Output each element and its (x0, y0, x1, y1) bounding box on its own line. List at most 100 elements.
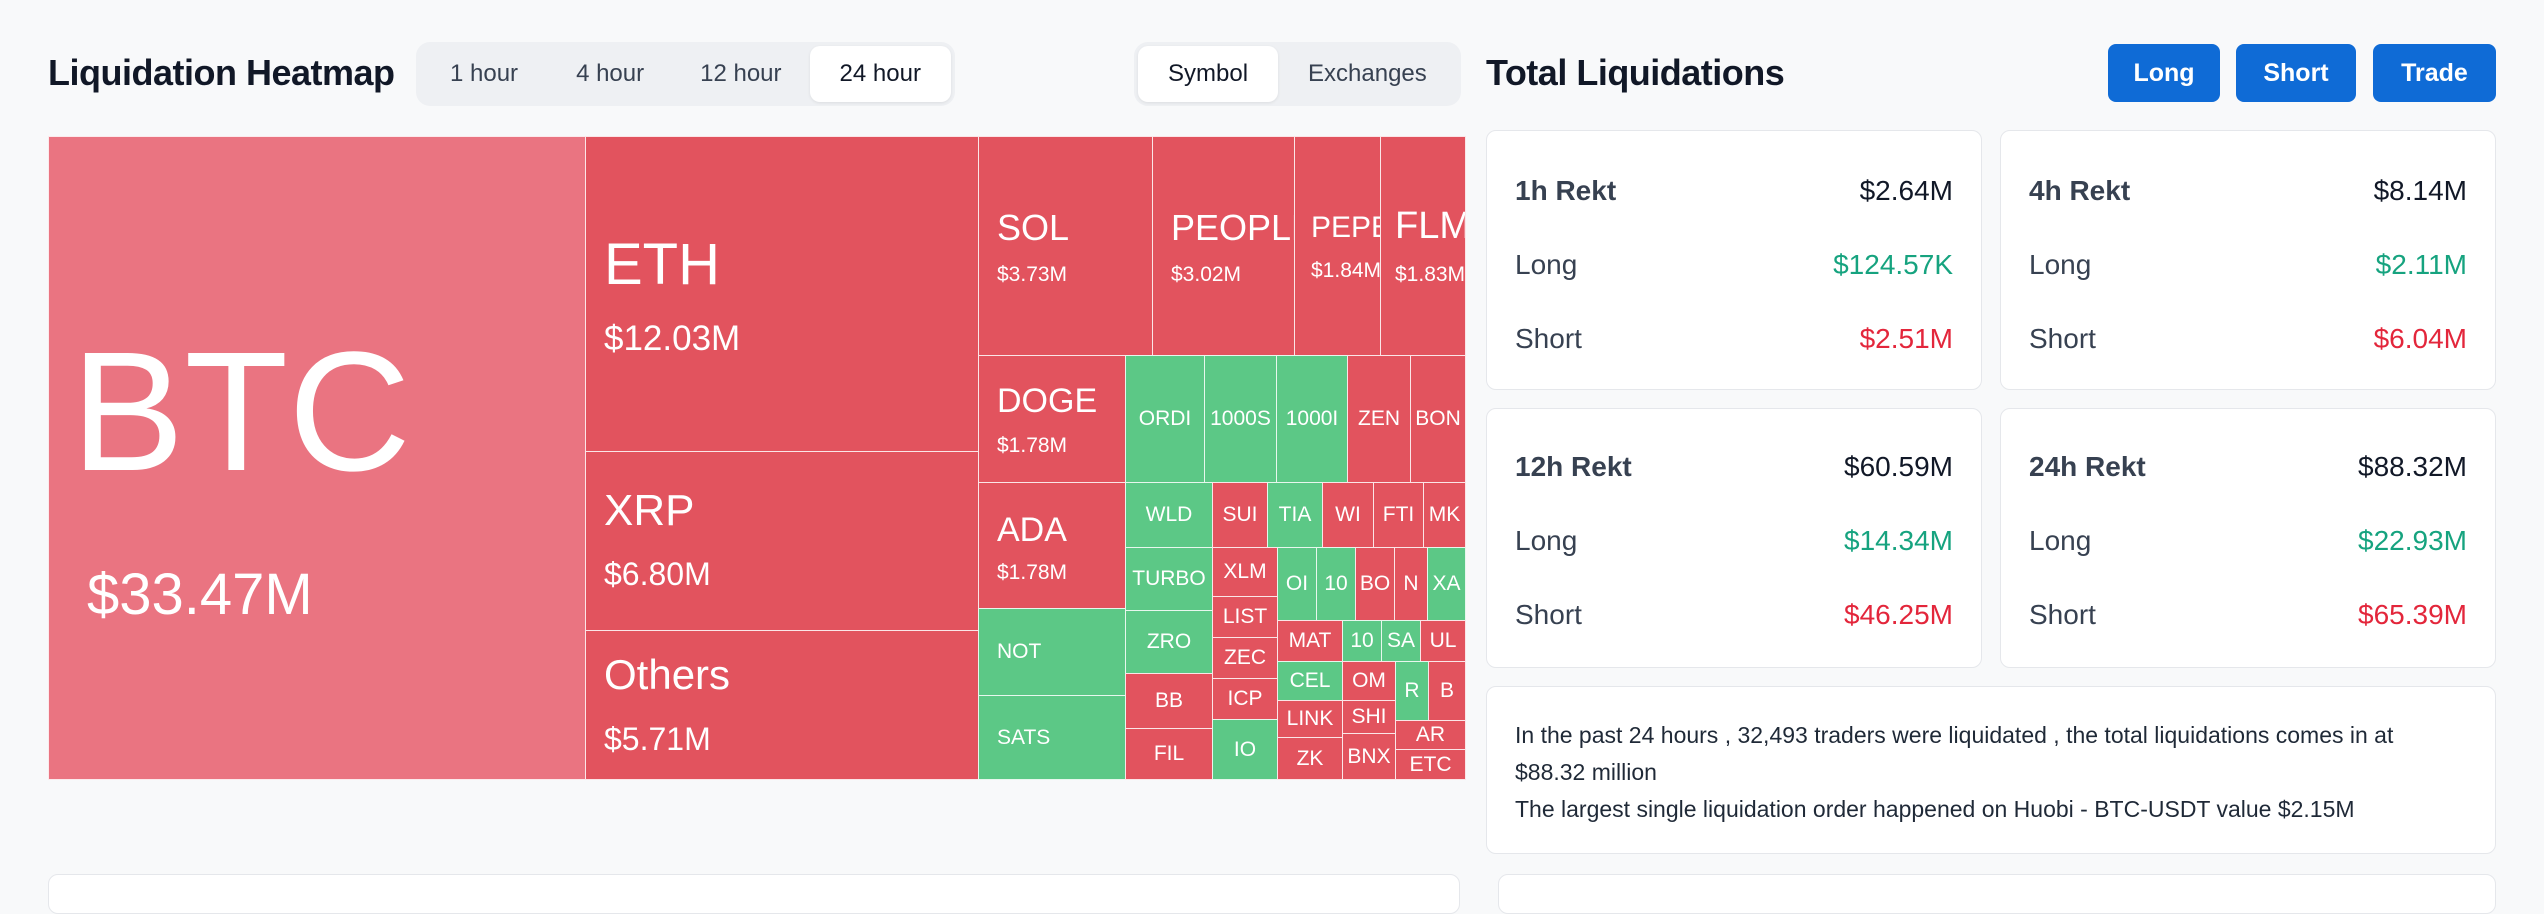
tile-sui[interactable]: SUI (1212, 482, 1268, 548)
tile-b[interactable]: B (1428, 661, 1466, 721)
tile-flm[interactable]: FLM $1.83M (1380, 136, 1466, 356)
card-header: 1h Rekt $2.64M (1515, 175, 1953, 206)
tile-1000s[interactable]: 1000S (1204, 355, 1277, 483)
tile-people[interactable]: PEOPLE $3.02M (1152, 136, 1295, 356)
time-option-12h[interactable]: 12 hour (700, 60, 782, 87)
tile-symbol: BTC (71, 317, 411, 507)
tile-value: $3.02M (1171, 263, 1242, 286)
tile-icp[interactable]: ICP (1212, 678, 1278, 720)
tile-value: $6.80M (604, 556, 711, 592)
tile-value: $1.84M (1311, 259, 1381, 282)
card-short-row: Short $2.51M (1515, 323, 1953, 354)
tile-doge[interactable]: DOGE $1.78M (978, 355, 1126, 483)
short-button[interactable]: Short (2236, 44, 2356, 102)
tile-bon[interactable]: BON (1410, 355, 1466, 483)
tile-oi[interactable]: OI (1277, 547, 1317, 621)
card-12h-rekt: 12h Rekt $60.59M Long $14.34M Short $46.… (1486, 408, 1982, 668)
tile-list[interactable]: LIST (1212, 596, 1278, 638)
tile-1000i[interactable]: 1000I (1276, 355, 1348, 483)
tile-value: $33.47M (87, 562, 313, 627)
tile-sats[interactable]: SATS (978, 695, 1126, 780)
tile-bb[interactable]: BB (1125, 673, 1213, 729)
summary-line-3: The largest single liquidation order hap… (1515, 796, 2355, 822)
tile-r[interactable]: R (1395, 661, 1429, 721)
tile-ar[interactable]: AR (1395, 720, 1466, 750)
summary-line-1: In the past 24 hours , 32,493 traders we… (1515, 722, 2394, 748)
tile-wi[interactable]: WI (1322, 482, 1374, 548)
bottom-left-panel (48, 874, 1460, 914)
tile-mk[interactable]: MK (1423, 482, 1466, 548)
card-long-row: Long $14.34M (1515, 525, 1953, 556)
tile-fil[interactable]: FIL (1125, 728, 1213, 780)
tile-link[interactable]: LINK (1277, 700, 1343, 738)
tile-value: $5.71M (604, 721, 711, 757)
tile-not[interactable]: NOT (978, 608, 1126, 696)
tile-turbo[interactable]: TURBO (1125, 547, 1213, 611)
tile-ul[interactable]: UL (1420, 620, 1466, 662)
tile-zec[interactable]: ZEC (1212, 637, 1278, 679)
tile-ordi[interactable]: ORDI (1125, 355, 1205, 483)
tile-value: $1.78M (997, 561, 1068, 584)
tile-mat[interactable]: MAT (1277, 620, 1343, 662)
card-header: 12h Rekt $60.59M (1515, 451, 1953, 482)
view-option-symbol[interactable]: Symbol (1138, 46, 1279, 102)
tile-symbol: ETH (604, 232, 720, 297)
tile-value: $12.03M (604, 319, 741, 358)
tile-tia[interactable]: TIA (1267, 482, 1323, 548)
tile-zk[interactable]: ZK (1277, 737, 1343, 780)
liquidation-heatmap: BTC $33.47M ETH $12.03M XRP $6.80M Other… (48, 136, 1466, 780)
tile-symbol: ADA (997, 511, 1067, 549)
tile-sa[interactable]: SA (1381, 620, 1421, 662)
card-short-row: Short $6.04M (2029, 323, 2467, 354)
tile-others[interactable]: Others $5.71M (585, 630, 979, 780)
tile-10b[interactable]: 10 (1342, 620, 1382, 662)
liquidation-summary: In the past 24 hours , 32,493 traders we… (1486, 686, 2496, 854)
tile-symbol: PEPE (1311, 211, 1380, 244)
tile-etc[interactable]: ETC (1395, 749, 1466, 780)
card-header: 24h Rekt $88.32M (2029, 451, 2467, 482)
tile-btc[interactable]: BTC $33.47M (48, 136, 586, 780)
tile-n[interactable]: N (1394, 547, 1428, 621)
tile-sol[interactable]: SOL $3.73M (978, 136, 1153, 356)
tile-symbol: PEOPLE (1171, 207, 1294, 248)
card-24h-rekt: 24h Rekt $88.32M Long $22.93M Short $65.… (2000, 408, 2496, 668)
card-header: 4h Rekt $8.14M (2029, 175, 2467, 206)
tile-symbol: Others (604, 651, 731, 698)
tile-shi[interactable]: SHI (1342, 700, 1396, 734)
tile-xa[interactable]: XA (1427, 547, 1466, 621)
time-option-1h[interactable]: 1 hour (450, 60, 519, 87)
tile-value: $1.78M (997, 434, 1068, 457)
total-liquidations-title: Total Liquidations (1486, 52, 1785, 93)
tile-value: $1.83M (1395, 263, 1466, 286)
tile-bnx[interactable]: BNX (1342, 733, 1396, 780)
card-long-row: Long $22.93M (2029, 525, 2467, 556)
tile-eth[interactable]: ETH $12.03M (585, 136, 979, 452)
tile-pepe[interactable]: PEPE $1.84M (1294, 136, 1381, 356)
card-short-row: Short $46.25M (1515, 599, 1953, 630)
trade-button[interactable]: Trade (2373, 44, 2496, 102)
tile-xlm[interactable]: XLM (1212, 547, 1278, 597)
tile-symbol: FLM (1395, 205, 1466, 247)
tile-symbol: DOGE (997, 382, 1098, 420)
tile-value: $3.73M (997, 263, 1068, 286)
tile-ada[interactable]: ADA $1.78M (978, 482, 1126, 609)
time-option-4h[interactable]: 4 hour (576, 60, 645, 87)
tile-xrp[interactable]: XRP $6.80M (585, 451, 979, 631)
heatmap-title: Liquidation Heatmap (48, 52, 395, 93)
tile-bo[interactable]: BO (1355, 547, 1395, 621)
view-option-exchanges[interactable]: Exchanges (1308, 60, 1427, 87)
card-long-row: Long $2.11M (2029, 249, 2467, 280)
tile-zen[interactable]: ZEN (1347, 355, 1411, 483)
tile-io[interactable]: IO (1212, 719, 1278, 780)
card-long-row: Long $124.57K (1515, 249, 1953, 280)
tile-fti[interactable]: FTI (1373, 482, 1424, 548)
tile-symbol: XRP (604, 486, 695, 535)
tile-om[interactable]: OM (1342, 661, 1396, 701)
time-option-24h[interactable]: 24 hour (809, 46, 951, 102)
tile-wld[interactable]: WLD (1125, 482, 1213, 548)
bottom-right-panel (1498, 874, 2496, 914)
long-button[interactable]: Long (2108, 44, 2220, 102)
tile-zro[interactable]: ZRO (1125, 610, 1213, 674)
tile-10a[interactable]: 10 (1316, 547, 1356, 621)
tile-cel[interactable]: CEL (1277, 661, 1343, 701)
